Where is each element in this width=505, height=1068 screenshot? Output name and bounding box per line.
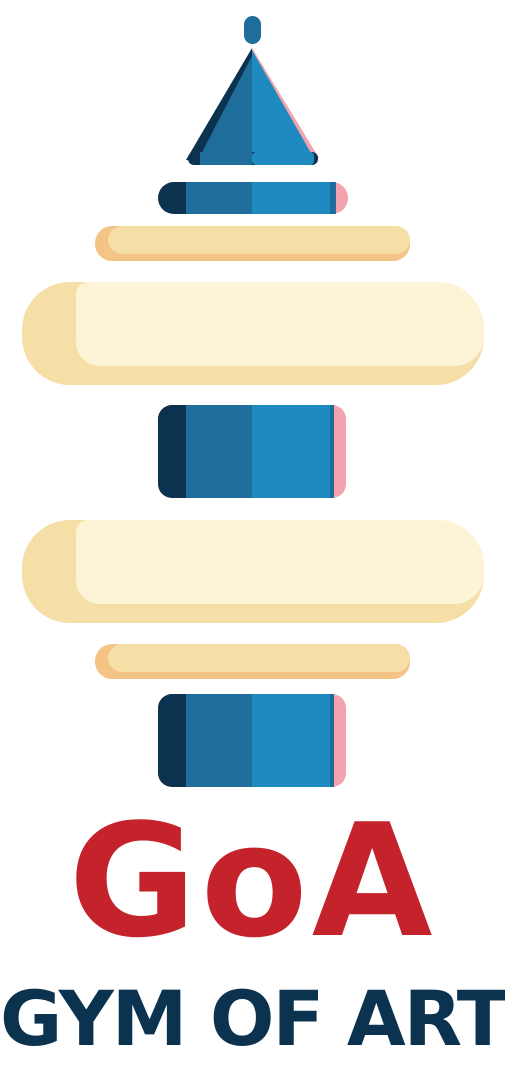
thin-blue-band [158,182,348,214]
blue-block-base [158,694,346,787]
large-cream-slab-bottom [22,520,484,623]
large-cream-slab-top [22,282,484,385]
stacked-column-icon [22,16,484,787]
thin-cream-slab-bottom [95,644,410,679]
pyramid-cap [186,48,319,165]
brand-name: GYM OF ART [0,974,505,1063]
thin-cream-slab-top [95,226,410,261]
finial-knob [244,16,261,44]
brand-mark: GoA [68,790,437,972]
blue-block-middle [158,405,346,498]
